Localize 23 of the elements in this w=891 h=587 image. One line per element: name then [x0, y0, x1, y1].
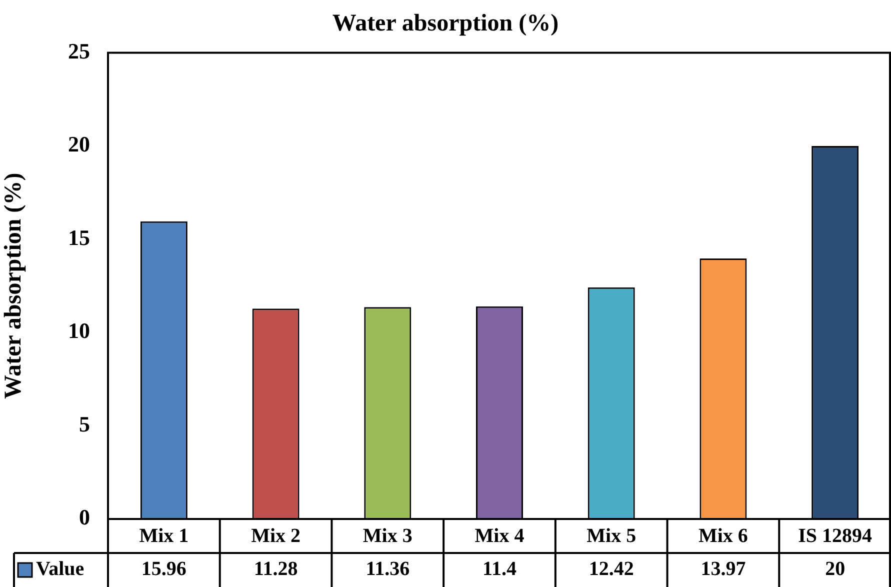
data-label: 11.36 [366, 558, 410, 580]
y-tick-label: 0 [79, 504, 90, 530]
y-tick-label: 5 [79, 411, 90, 436]
y-tick-label: 20 [68, 132, 90, 157]
data-label: 11.4 [482, 558, 516, 580]
x-tick-label: IS 12894 [798, 525, 872, 548]
data-label: 12.42 [588, 558, 634, 580]
x-tick-label: Mix 1 [139, 525, 189, 548]
y-tick-label: 10 [68, 318, 90, 344]
y-tick-label: 15 [68, 224, 90, 250]
x-tick-label: Mix 4 [474, 525, 524, 548]
legend-label: Value [36, 558, 84, 580]
x-tick-label: Mix 6 [698, 525, 748, 548]
data-label: 20 [825, 558, 846, 580]
y-tick-label: 25 [68, 38, 90, 64]
data-label: 11.28 [254, 558, 298, 580]
chart-title: Water absorption (%) [332, 10, 559, 37]
data-label: 13.97 [700, 558, 746, 580]
data-label: 15.96 [141, 558, 186, 580]
x-tick-label: Mix 3 [362, 525, 412, 548]
x-tick-label: Mix 5 [586, 525, 636, 548]
x-tick-label: Mix 2 [251, 525, 301, 548]
y-axis-title: Water absorption (%) [0, 172, 27, 400]
